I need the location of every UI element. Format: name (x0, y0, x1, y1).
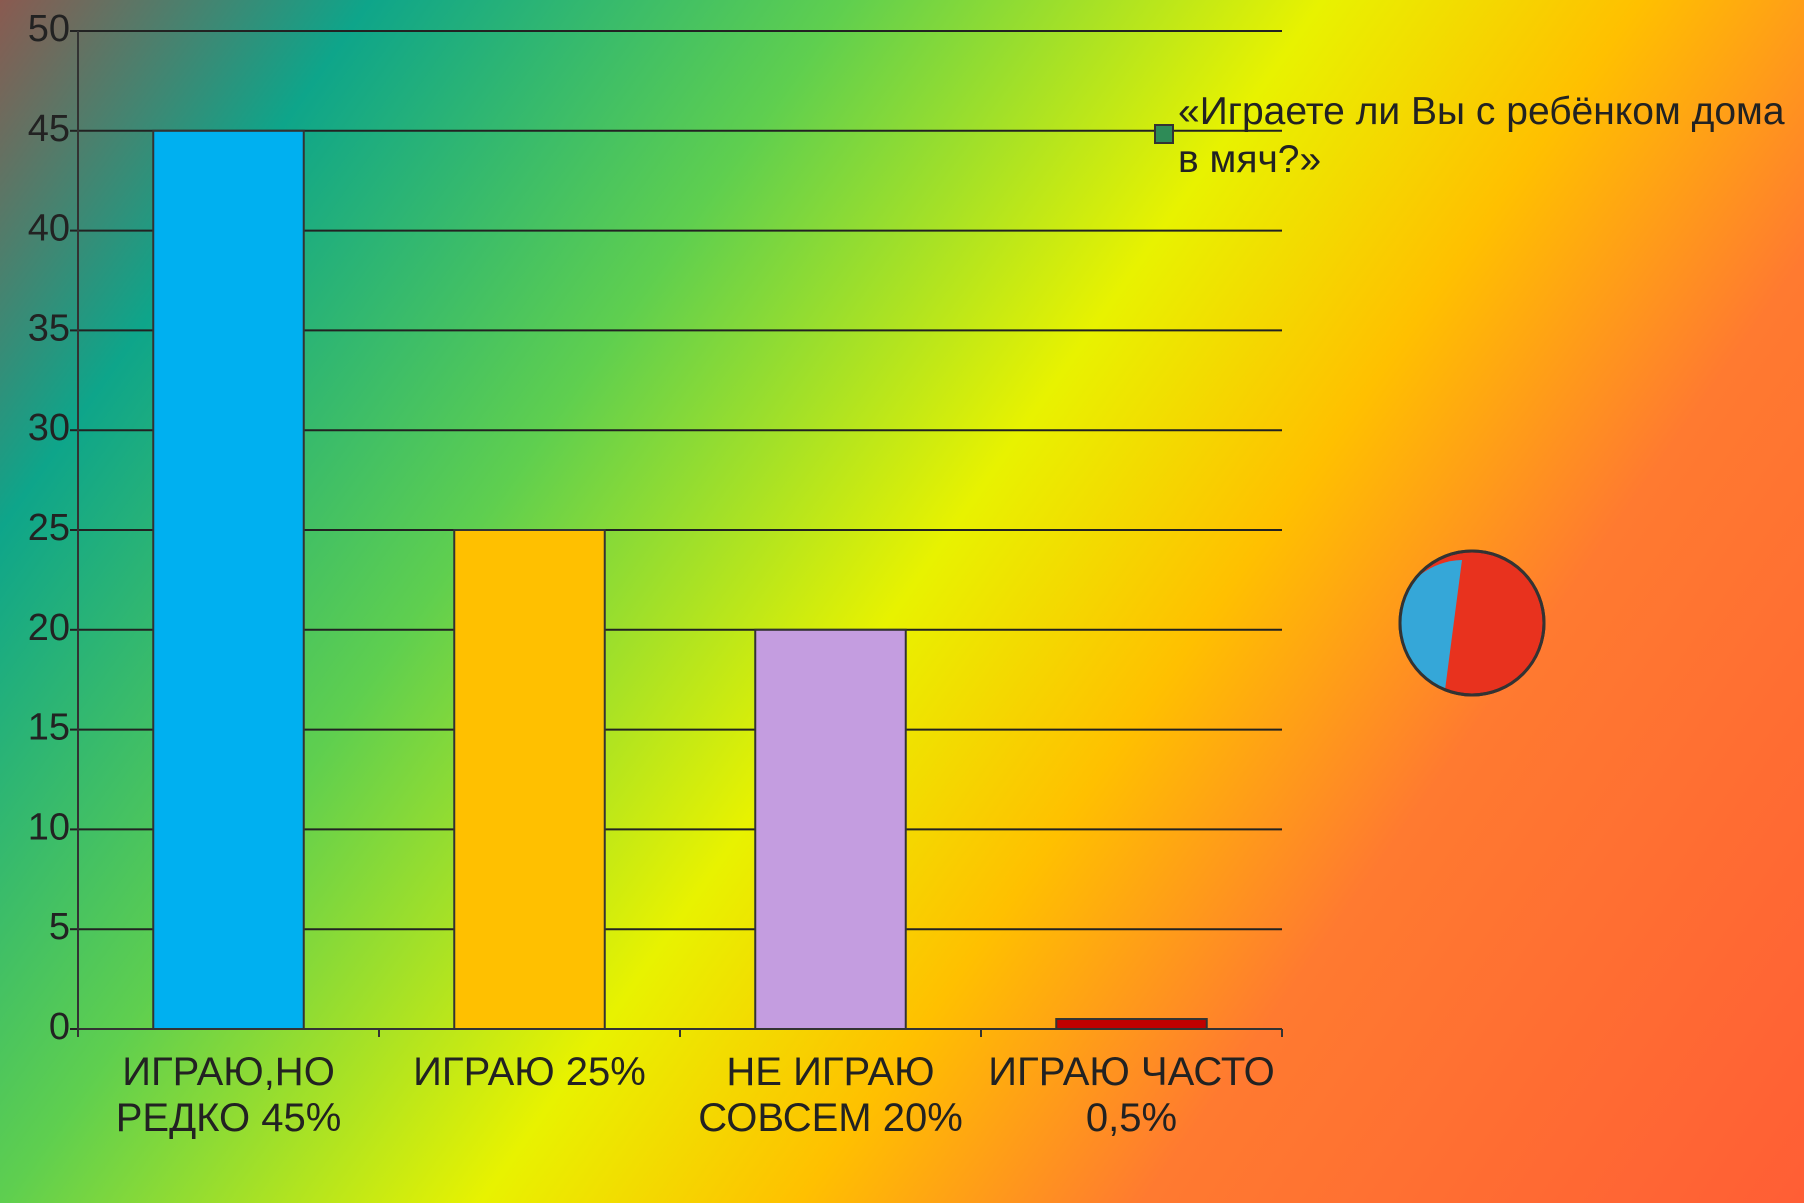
legend-marker (1154, 124, 1174, 144)
y-tick-label: 5 (49, 906, 70, 948)
y-tick-label: 35 (28, 307, 70, 349)
y-tick-label: 20 (28, 607, 70, 649)
bar (1055, 1018, 1208, 1031)
x-tick-label: ИГРАЮ 25% (413, 1050, 646, 1094)
y-tick-label: 25 (28, 507, 70, 549)
y-tick-label: 10 (28, 806, 70, 848)
y-tick-label: 15 (28, 707, 70, 749)
y-tick-label: 50 (28, 8, 70, 50)
bar (152, 129, 305, 1031)
x-tick-label: ИГРАЮ ЧАСТО 0,5% (988, 1050, 1275, 1140)
x-tick-label: ИГРАЮ,НО РЕДКО 45% (115, 1050, 342, 1140)
y-tick-label: 0 (49, 1006, 70, 1048)
y-tick-label: 40 (28, 208, 70, 250)
y-tick-label: 30 (28, 407, 70, 449)
legend-label: «Играете ли Вы с ребёнком дома в мяч?» (1178, 90, 1785, 181)
bar (453, 529, 606, 1030)
y-tick-label: 45 (28, 108, 70, 150)
decoration (1398, 549, 1546, 697)
x-tick-label: НЕ ИГРАЮ СОВСЕМ 20% (698, 1050, 963, 1140)
bar (754, 628, 907, 1030)
